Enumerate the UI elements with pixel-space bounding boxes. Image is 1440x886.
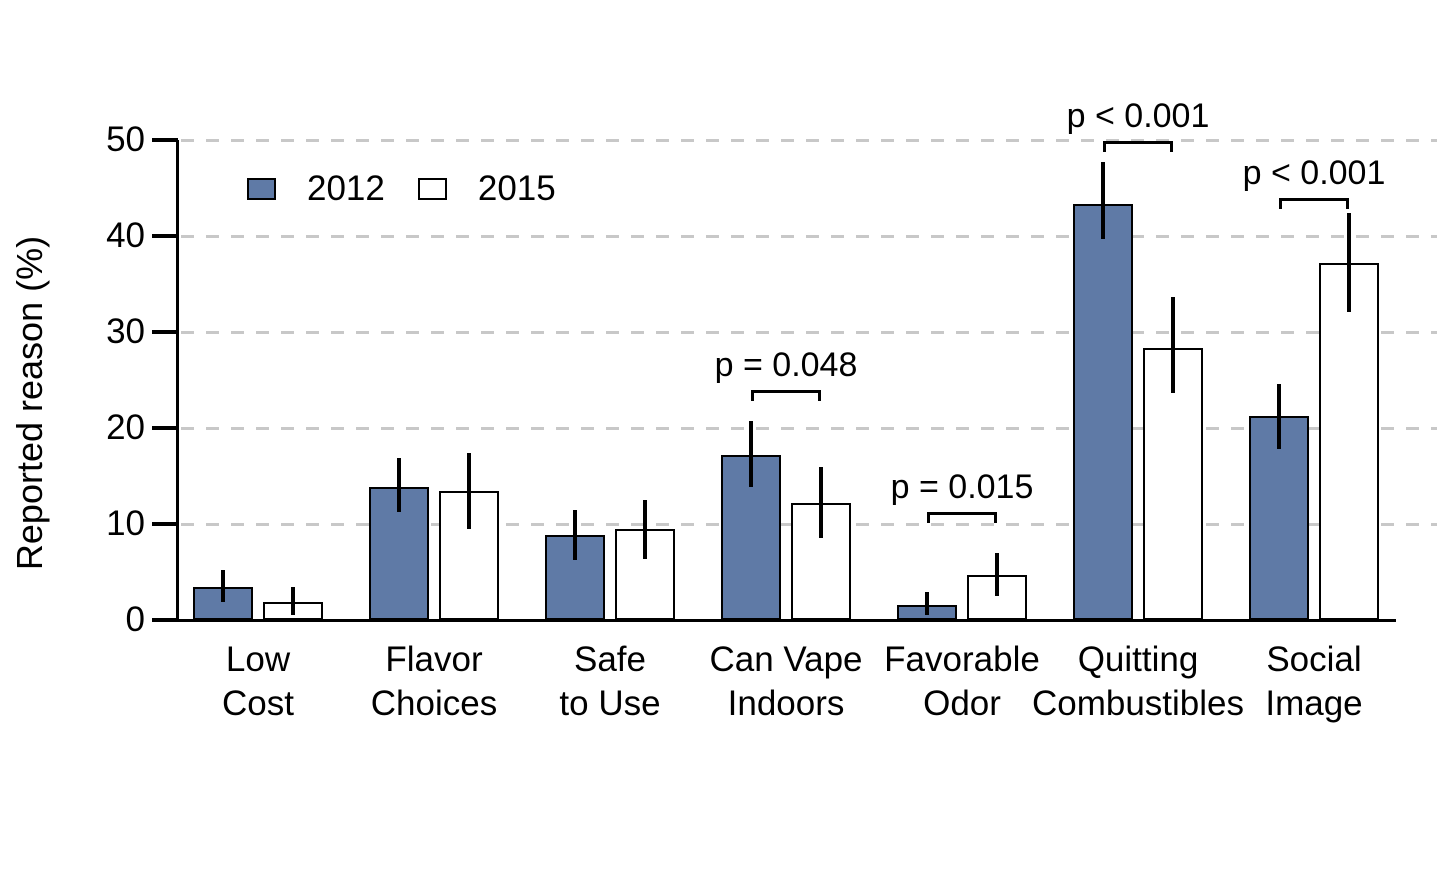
p-bracket-tick-left-0: [751, 389, 754, 401]
y-tick-30: [152, 330, 178, 334]
p-bracket-tick-right-3: [1346, 197, 1349, 209]
legend-label-2012: 2012: [307, 169, 385, 208]
p-bracket-tick-right-2: [1170, 140, 1173, 152]
legend-label-2015: 2015: [477, 169, 556, 208]
error-bar-2012-flavor-choices: [397, 457, 401, 512]
x-label-social-image: Social Image: [1265, 640, 1363, 723]
error-bar-2015-can-vape-indoors: [819, 467, 823, 539]
y-tick-label-50: 50: [106, 120, 145, 159]
x-label-flavor-choices: Flavor Choices: [370, 640, 498, 723]
p-bracket-tick-right-0: [818, 389, 821, 401]
p-value-label-0: p = 0.048: [714, 345, 858, 384]
bar-2015-social-image: [1319, 262, 1379, 620]
error-bar-2015-safe-to-use: [643, 500, 647, 559]
error-bar-2015-social-image: [1347, 212, 1351, 312]
error-bar-2015-quitting-combustibles: [1171, 297, 1175, 394]
legend-swatch-2012: [247, 177, 276, 200]
y-tick-10: [152, 522, 178, 526]
p-value-label-3: p < 0.001: [1242, 153, 1386, 192]
bar-2015-safe-to-use: [615, 528, 675, 620]
bar-2015-quitting-combustibles: [1143, 348, 1203, 620]
error-bar-2012-safe-to-use: [573, 509, 577, 560]
x-label-safe-to-use: Safe to Use: [559, 640, 661, 723]
gridline-30: [181, 330, 1437, 334]
p-bracket-line-2: [1103, 140, 1173, 144]
y-tick-label-0: 0: [125, 600, 145, 639]
x-label-can-vape-indoors: Can Vape Indoors: [709, 640, 863, 723]
legend: 2012 2015: [247, 171, 556, 206]
y-tick-label-30: 30: [106, 312, 145, 351]
p-bracket-tick-right-1: [994, 512, 997, 524]
x-label-quitting-combustibles: Quitting Combustibles: [1031, 640, 1245, 723]
legend-item-2015: 2015: [417, 169, 556, 208]
error-bar-2015-flavor-choices: [467, 452, 471, 529]
p-bracket-tick-left-1: [927, 512, 930, 524]
y-axis-line: [176, 140, 179, 622]
error-bar-2012-low-cost: [221, 570, 225, 602]
p-bracket-line-0: [751, 389, 821, 393]
error-bar-2015-low-cost: [291, 587, 295, 616]
error-bar-2012-favorable-odor: [925, 592, 929, 616]
p-bracket-tick-left-2: [1103, 140, 1106, 152]
bar-2012-can-vape-indoors: [721, 454, 781, 620]
p-bracket-tick-left-3: [1279, 197, 1282, 209]
error-bar-2015-favorable-odor: [995, 552, 999, 596]
legend-item-2012: 2012: [247, 171, 385, 206]
x-label-low-cost: Low Cost: [222, 640, 294, 723]
p-bracket-line-3: [1279, 197, 1349, 201]
error-bar-2012-quitting-combustibles: [1101, 162, 1105, 239]
y-tick-label-20: 20: [106, 408, 145, 447]
legend-swatch-2015: [417, 177, 447, 200]
y-tick-label-40: 40: [106, 216, 145, 255]
error-bar-2012-can-vape-indoors: [749, 421, 753, 487]
gridline-40: [181, 234, 1437, 238]
bar-2012-quitting-combustibles: [1073, 204, 1133, 620]
y-tick-50: [152, 138, 178, 142]
y-tick-label-10: 10: [106, 504, 145, 543]
x-axis-line: [152, 618, 1396, 622]
bar-2015-can-vape-indoors: [791, 502, 851, 620]
p-value-label-2: p < 0.001: [1066, 96, 1210, 135]
x-label-favorable-odor: Favorable Odor: [884, 640, 1040, 723]
error-bar-2012-social-image: [1277, 383, 1281, 450]
p-bracket-line-1: [927, 512, 997, 516]
gridline-50: [181, 138, 1437, 142]
p-value-label-1: p = 0.015: [890, 468, 1034, 507]
gridline-20: [181, 426, 1437, 430]
y-tick-40: [152, 234, 178, 238]
y-tick-20: [152, 426, 178, 430]
